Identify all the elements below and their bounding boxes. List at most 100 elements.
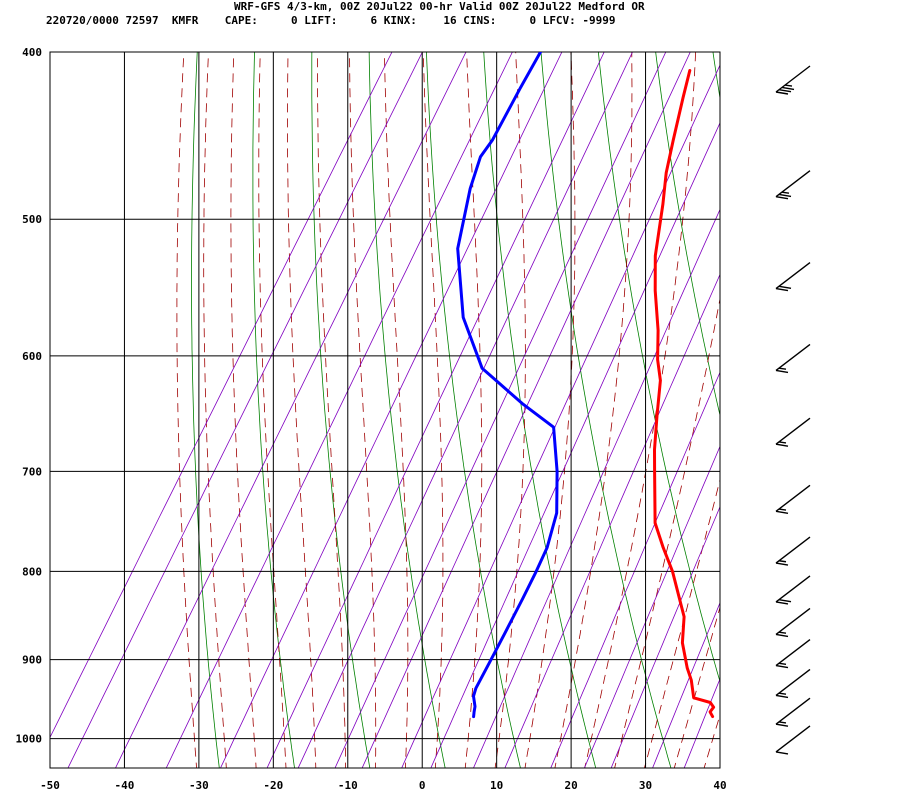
temperature-tick-label: 30 xyxy=(639,779,652,792)
pressure-tick-label: 700 xyxy=(22,465,42,478)
dry-adiabat xyxy=(311,52,371,768)
moist-adiabat xyxy=(287,52,317,768)
wind-barb-staff xyxy=(775,343,811,371)
dry-adiabat xyxy=(655,52,720,417)
mixing-ratio-line xyxy=(266,52,605,768)
wind-barb-flag xyxy=(778,285,792,289)
moist-adiabat xyxy=(317,52,347,768)
wind-barb-staff xyxy=(775,65,811,93)
temperature-tick-label: -30 xyxy=(189,779,209,792)
wind-barb-flag xyxy=(775,601,789,605)
dewpoint-line xyxy=(456,52,559,719)
wind-barb-flag xyxy=(775,369,789,374)
wind-barb-half-flag xyxy=(784,84,793,87)
wind-barb-half-flag xyxy=(778,508,787,511)
mixing-ratio-line xyxy=(473,208,720,768)
wind-barb-half-flag xyxy=(778,662,787,665)
dry-adiabat xyxy=(540,52,672,768)
mixing-ratio-line xyxy=(430,121,720,768)
wind-barb-staff xyxy=(775,262,811,290)
wind-barb-half-flag xyxy=(778,631,787,634)
plot-frame xyxy=(49,51,721,769)
moist-adiabat xyxy=(614,296,720,768)
wind-barb-half-flag xyxy=(778,721,787,724)
mixing-ratio-line xyxy=(583,445,720,768)
dry-adiabat xyxy=(252,52,295,768)
wind-barb-flag xyxy=(775,694,789,699)
moist-adiabat xyxy=(494,52,526,768)
moist-adiabat xyxy=(422,52,444,768)
mixing-ratio-line xyxy=(297,52,633,768)
wind-barb-staff xyxy=(775,170,811,198)
temperature-tick-label: -40 xyxy=(115,779,135,792)
moist-adiabat xyxy=(703,713,720,768)
moist-adiabat xyxy=(230,52,257,768)
pressure-tick-label: 500 xyxy=(22,213,42,226)
grid xyxy=(49,51,721,769)
wind-barb-staff xyxy=(775,697,811,725)
wind-barb-flag xyxy=(781,86,795,91)
wind-barb-half-flag xyxy=(778,692,787,695)
wind-barb-flag xyxy=(778,89,792,93)
wind-barb-flag xyxy=(778,598,792,603)
wind-barb-staff xyxy=(775,639,811,667)
wind-barb-flag xyxy=(775,562,789,566)
temperature-tick-label: -50 xyxy=(40,779,60,792)
wind-barbs xyxy=(775,65,811,755)
wind-barb-half-flag xyxy=(781,191,790,194)
temperature-tick-label: 0 xyxy=(419,779,426,792)
moist-adiabat xyxy=(384,52,409,768)
data-series xyxy=(456,52,716,719)
moist-adiabat xyxy=(554,52,633,768)
moist-adiabat xyxy=(524,52,576,768)
mixing-ratio-line xyxy=(115,52,467,768)
wind-barb-half-flag xyxy=(778,441,787,444)
mixing-ratio-line xyxy=(334,52,667,768)
dry-adiabat xyxy=(597,52,720,684)
dry-adiabat xyxy=(769,43,900,772)
moist-adiabat xyxy=(584,52,696,768)
pressure-tick-label: 1000 xyxy=(16,733,43,746)
wind-barb-staff xyxy=(775,607,811,636)
mixing-ratio-line xyxy=(720,52,900,772)
mixing-ratio-line xyxy=(50,52,393,739)
pressure-tick-label: 400 xyxy=(22,46,42,59)
moist-adiabat xyxy=(464,52,483,768)
pressure-tick-label: 900 xyxy=(22,654,42,667)
moist-adiabat xyxy=(349,52,377,768)
wind-barb-flag xyxy=(775,287,789,292)
mixing-ratio-line xyxy=(683,677,720,768)
mixing-ratio-line xyxy=(67,52,423,768)
mixing-ratio-line xyxy=(361,52,691,768)
mixing-ratio-line xyxy=(165,52,513,768)
wind-barb-flag xyxy=(775,196,789,200)
temperature-tick-label: 20 xyxy=(564,779,577,792)
axis-ticks: 400 500 600 700 800 900 1000 -50 -40 -30 -20 -10 0 10… xyxy=(16,46,727,792)
wind-barb-flag xyxy=(775,91,789,95)
dry-adiabat xyxy=(826,43,900,772)
wind-barb-staff xyxy=(775,668,811,697)
dry-adiabat xyxy=(426,52,521,768)
wind-barb-staff xyxy=(775,417,811,445)
moist-adiabat xyxy=(203,52,227,768)
wind-barb-staff xyxy=(775,575,811,603)
mixing-ratio-line xyxy=(401,64,720,768)
wind-barb-staff xyxy=(775,725,811,753)
mixing-ratio-line xyxy=(550,371,720,768)
wind-barb-half-flag xyxy=(778,367,787,370)
temperature-line xyxy=(653,69,716,719)
temperature-tick-label: -10 xyxy=(338,779,358,792)
wind-barb-staff xyxy=(775,536,811,564)
wind-barb-staff xyxy=(775,484,811,512)
sounding-indices: 220720/0000 72597 KMFR CAPE: 0 LIFT: 6 K… xyxy=(46,14,616,27)
wind-barb-flag xyxy=(775,751,789,755)
wind-barb-flag xyxy=(775,664,789,669)
wind-barb-flag xyxy=(775,443,789,447)
dry-adiabat xyxy=(368,52,446,768)
pressure-tick-label: 600 xyxy=(22,350,42,363)
dry-adiabat xyxy=(483,52,597,768)
pressure-tick-label: 800 xyxy=(22,565,42,578)
background-lines xyxy=(50,43,900,772)
temperature-tick-label: 40 xyxy=(713,779,726,792)
